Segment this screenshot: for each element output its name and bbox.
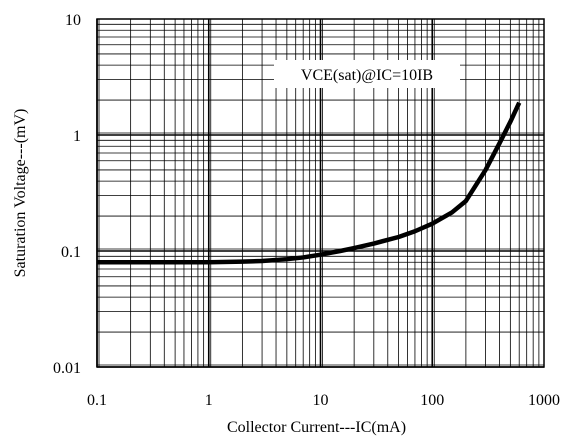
x-tick-label: 100 [420,392,444,409]
x-axis-tick-labels: 0.1 1 10 100 1000 [87,392,560,409]
y-tick-label: 0.01 [53,360,81,377]
x-tick-label: 10 [313,392,329,409]
y-tick-label: 1 [73,128,81,145]
y-axis-tick-labels: 0.01 0.1 1 10 [53,12,81,377]
y-axis-title: Saturation Voltage---(mV) [12,109,29,278]
annotation-box: VCE(sat)@IC=10IB [274,60,460,88]
annotation-label: VCE(sat)@IC=10IB [301,67,433,84]
annotation-background [274,60,460,88]
y-tick-label: 10 [65,12,81,29]
x-tick-label: 1 [205,392,213,409]
x-tick-label: 0.1 [87,392,107,409]
series-line-0 [97,101,522,265]
x-axis-title: Collector Current---IC(mA) [227,419,406,436]
plot-area-frame [96,18,545,368]
x-tick-label: 1000 [528,392,560,409]
series-layer [97,101,522,265]
y-tick-label: 0.1 [61,244,81,261]
